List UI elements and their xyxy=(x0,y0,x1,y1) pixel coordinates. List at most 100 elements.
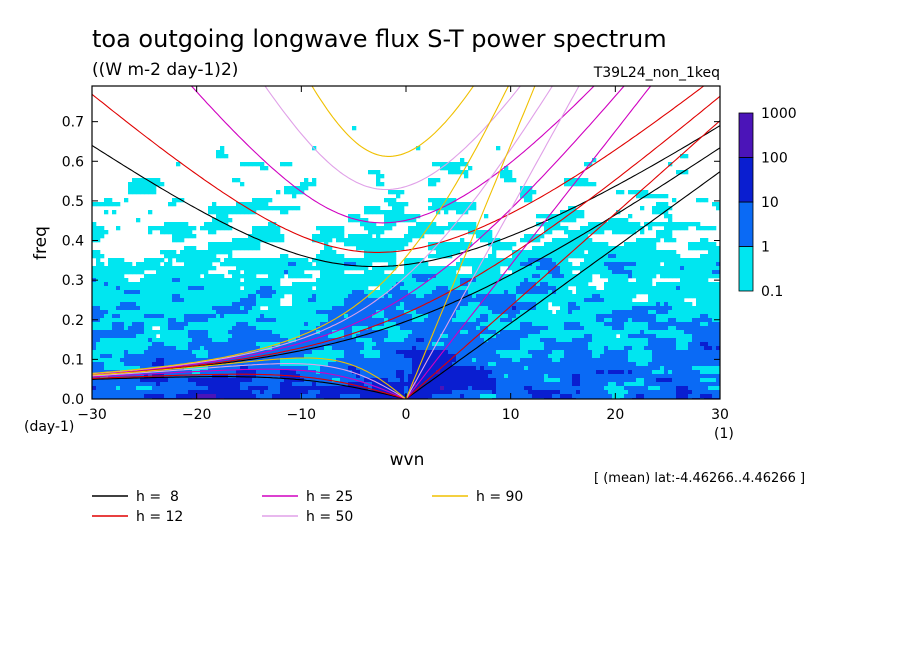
heat-cell xyxy=(172,310,177,315)
heat-cell xyxy=(456,246,461,251)
heat-cell xyxy=(248,370,253,375)
heat-cell xyxy=(344,326,349,331)
heat-cell xyxy=(232,322,237,327)
heat-cell xyxy=(388,322,393,327)
heat-cell xyxy=(200,294,205,299)
heat-cell xyxy=(180,314,185,319)
heat-cell xyxy=(184,222,189,227)
heat-cell xyxy=(188,262,193,267)
heat-cell xyxy=(252,314,257,319)
heat-cell xyxy=(120,298,125,303)
heat-cell xyxy=(440,282,445,287)
heat-cell xyxy=(100,378,105,383)
heat-cell xyxy=(276,374,281,379)
heat-cell xyxy=(340,346,345,351)
heat-cell xyxy=(224,210,229,215)
heat-cell xyxy=(508,278,513,283)
heat-cell xyxy=(156,386,161,391)
heat-cell xyxy=(460,290,465,295)
heat-cell xyxy=(228,218,233,223)
heat-cell xyxy=(100,310,105,315)
heat-cell xyxy=(432,290,437,295)
heat-cell xyxy=(180,334,185,339)
heat-cell xyxy=(544,246,549,251)
heat-cell xyxy=(464,338,469,343)
heat-cell xyxy=(184,374,189,379)
heat-cell xyxy=(160,294,165,299)
heat-cell xyxy=(544,354,549,359)
heat-cell xyxy=(204,310,209,315)
heat-cell xyxy=(400,386,405,391)
heat-cell xyxy=(216,258,221,263)
heat-cell xyxy=(560,262,565,267)
heat-cell xyxy=(312,318,317,323)
heat-cell xyxy=(96,394,101,399)
heat-cell xyxy=(320,290,325,295)
heat-cell xyxy=(560,350,565,355)
heat-cell xyxy=(300,182,305,187)
heat-cell xyxy=(232,390,237,395)
heat-cell xyxy=(136,318,141,323)
heat-cell xyxy=(464,346,469,351)
heat-cell xyxy=(124,322,129,327)
heat-cell xyxy=(140,270,145,275)
heat-cell xyxy=(172,394,177,399)
heat-cell xyxy=(464,334,469,339)
heat-cell xyxy=(452,170,457,175)
heat-cell xyxy=(508,302,513,307)
heat-cell xyxy=(348,282,353,287)
heat-cell xyxy=(288,386,293,391)
heat-cell xyxy=(344,378,349,383)
heat-cell xyxy=(128,326,133,331)
heat-cell xyxy=(372,258,377,263)
heat-cell xyxy=(188,250,193,255)
heat-cell xyxy=(504,178,509,183)
heat-cell xyxy=(460,222,465,227)
heat-cell xyxy=(124,394,129,399)
heat-cell xyxy=(496,278,501,283)
heat-cell xyxy=(248,206,253,211)
heat-cell xyxy=(556,214,561,219)
heat-cell xyxy=(432,370,437,375)
heat-cell xyxy=(156,342,161,347)
heat-cell xyxy=(540,270,545,275)
heat-cell xyxy=(208,354,213,359)
heat-cell xyxy=(444,342,449,347)
heat-cell xyxy=(100,346,105,351)
heat-cell xyxy=(392,198,397,203)
heat-cell xyxy=(308,394,313,399)
heat-cell xyxy=(564,346,569,351)
heat-cell xyxy=(300,286,305,291)
heat-cell xyxy=(180,226,185,231)
heat-cell xyxy=(440,278,445,283)
heat-cell xyxy=(228,258,233,263)
heat-cell xyxy=(332,306,337,311)
heat-cell xyxy=(384,366,389,371)
heat-cell xyxy=(280,162,285,167)
heat-cell xyxy=(276,318,281,323)
heat-cell xyxy=(180,290,185,295)
heat-cell xyxy=(100,254,105,259)
heat-cell xyxy=(344,290,349,295)
heat-cell xyxy=(556,330,561,335)
heat-cell xyxy=(404,234,409,239)
heat-cell xyxy=(500,394,505,399)
heat-cell xyxy=(116,366,121,371)
heat-cell xyxy=(316,362,321,367)
heat-cell xyxy=(496,246,501,251)
heat-cell xyxy=(288,358,293,363)
heat-cell xyxy=(448,326,453,331)
heat-cell xyxy=(536,386,541,391)
heat-cell xyxy=(508,266,513,271)
heat-cell xyxy=(400,294,405,299)
heat-cell xyxy=(532,390,537,395)
heat-cell xyxy=(484,386,489,391)
heat-cell xyxy=(156,294,161,299)
heat-cell xyxy=(128,310,133,315)
heat-cell xyxy=(392,314,397,319)
heat-cell xyxy=(264,346,269,351)
heat-cell xyxy=(280,306,285,311)
heat-cell xyxy=(380,182,385,187)
heat-cell xyxy=(468,298,473,303)
heat-cell xyxy=(356,262,361,267)
